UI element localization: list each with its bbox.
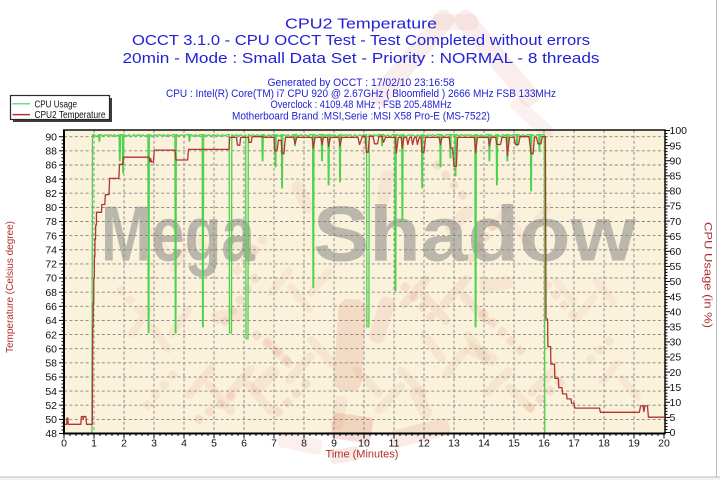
svg-text:CPU2 Temperature: CPU2 Temperature (35, 110, 106, 121)
svg-text:95: 95 (670, 140, 682, 152)
svg-text:1: 1 (91, 438, 97, 450)
svg-text:Generated by OCCT : 17/02/10 2: Generated by OCCT : 17/02/10 23:16:58 (268, 77, 455, 89)
svg-text:18: 18 (598, 438, 610, 450)
svg-text:10: 10 (358, 438, 370, 450)
svg-text:3: 3 (151, 438, 157, 450)
svg-text:68: 68 (45, 287, 57, 299)
svg-text:90: 90 (670, 155, 682, 167)
svg-text:9: 9 (331, 438, 337, 450)
svg-text:76: 76 (45, 230, 57, 242)
svg-text:CPU2 Temperature: CPU2 Temperature (285, 17, 437, 33)
svg-text:19: 19 (628, 438, 640, 450)
svg-text:20: 20 (670, 367, 682, 379)
svg-text:10: 10 (670, 397, 682, 409)
svg-text:52: 52 (45, 400, 57, 412)
svg-text:60: 60 (670, 246, 682, 258)
svg-text:80: 80 (45, 202, 57, 214)
svg-text:20: 20 (658, 438, 670, 450)
svg-text:20min - Mode : Small Data Set: 20min - Mode : Small Data Set - Priority… (123, 51, 600, 67)
svg-text:CPU Usage (in %): CPU Usage (in %) (702, 222, 714, 328)
svg-text:86: 86 (45, 160, 57, 172)
svg-text:54: 54 (45, 386, 57, 398)
svg-text:CPU : Intel(R) Core(TM) i7 CPU: CPU : Intel(R) Core(TM) i7 CPU 920 @ 2.6… (166, 88, 556, 100)
svg-text:2: 2 (121, 438, 127, 450)
svg-text:78: 78 (45, 216, 57, 228)
svg-text:15: 15 (670, 382, 682, 394)
svg-text:15: 15 (508, 438, 520, 450)
svg-text:80: 80 (670, 186, 682, 198)
svg-text:66: 66 (45, 301, 57, 313)
svg-text:85: 85 (670, 171, 682, 183)
svg-text:75: 75 (670, 201, 682, 213)
svg-text:17: 17 (568, 438, 580, 450)
svg-text:84: 84 (45, 174, 57, 186)
svg-text:8: 8 (301, 438, 307, 450)
svg-text:25: 25 (670, 352, 682, 364)
svg-text:50: 50 (45, 414, 57, 426)
svg-text:0: 0 (61, 438, 67, 450)
svg-text:13: 13 (448, 438, 460, 450)
svg-text:30: 30 (670, 337, 682, 349)
svg-text:48: 48 (45, 428, 57, 440)
svg-text:72: 72 (45, 259, 57, 271)
svg-text:55: 55 (670, 261, 682, 273)
svg-text:11: 11 (389, 438, 400, 450)
svg-text:12: 12 (418, 438, 430, 450)
svg-text:100: 100 (670, 125, 688, 137)
svg-text:60: 60 (45, 343, 57, 355)
svg-text:14: 14 (478, 438, 490, 450)
svg-text:74: 74 (45, 245, 57, 257)
svg-text:82: 82 (45, 188, 57, 200)
svg-text:90: 90 (45, 131, 57, 143)
svg-text:Motherboard Brand :MSI,Serie :: Motherboard Brand :MSI,Serie :MSI X58 Pr… (232, 111, 490, 123)
svg-text:5: 5 (670, 412, 676, 424)
svg-text:Time (Minutes): Time (Minutes) (326, 449, 399, 461)
svg-text:65: 65 (670, 231, 682, 243)
svg-text:50: 50 (670, 276, 682, 288)
svg-text:Overclock : 4109.48 MHz ; FSB: Overclock : 4109.48 MHz ; FSB 205.48MHz (271, 99, 452, 111)
svg-text:CPU Usage: CPU Usage (35, 99, 78, 110)
svg-text:16: 16 (538, 438, 550, 450)
svg-text:35: 35 (670, 322, 682, 334)
svg-text:5: 5 (211, 438, 217, 450)
svg-text:4: 4 (181, 438, 187, 450)
svg-text:64: 64 (45, 315, 57, 327)
svg-text:Mega: Mega (101, 190, 256, 277)
svg-text:62: 62 (45, 329, 57, 341)
svg-text:Temperature (Celsius degree): Temperature (Celsius degree) (5, 221, 16, 353)
svg-text:0: 0 (670, 427, 676, 439)
svg-text:70: 70 (670, 216, 682, 228)
svg-text:70: 70 (45, 273, 57, 285)
svg-text:6: 6 (241, 438, 247, 450)
svg-text:88: 88 (45, 146, 57, 158)
svg-text:58: 58 (45, 358, 57, 370)
svg-text:45: 45 (670, 291, 682, 303)
svg-text:40: 40 (670, 306, 682, 318)
svg-text:56: 56 (45, 372, 57, 384)
svg-text:7: 7 (271, 438, 277, 450)
svg-text:OCCT 3.1.0 - CPU OCCT Test - T: OCCT 3.1.0 - CPU OCCT Test - Test Comple… (132, 33, 590, 49)
